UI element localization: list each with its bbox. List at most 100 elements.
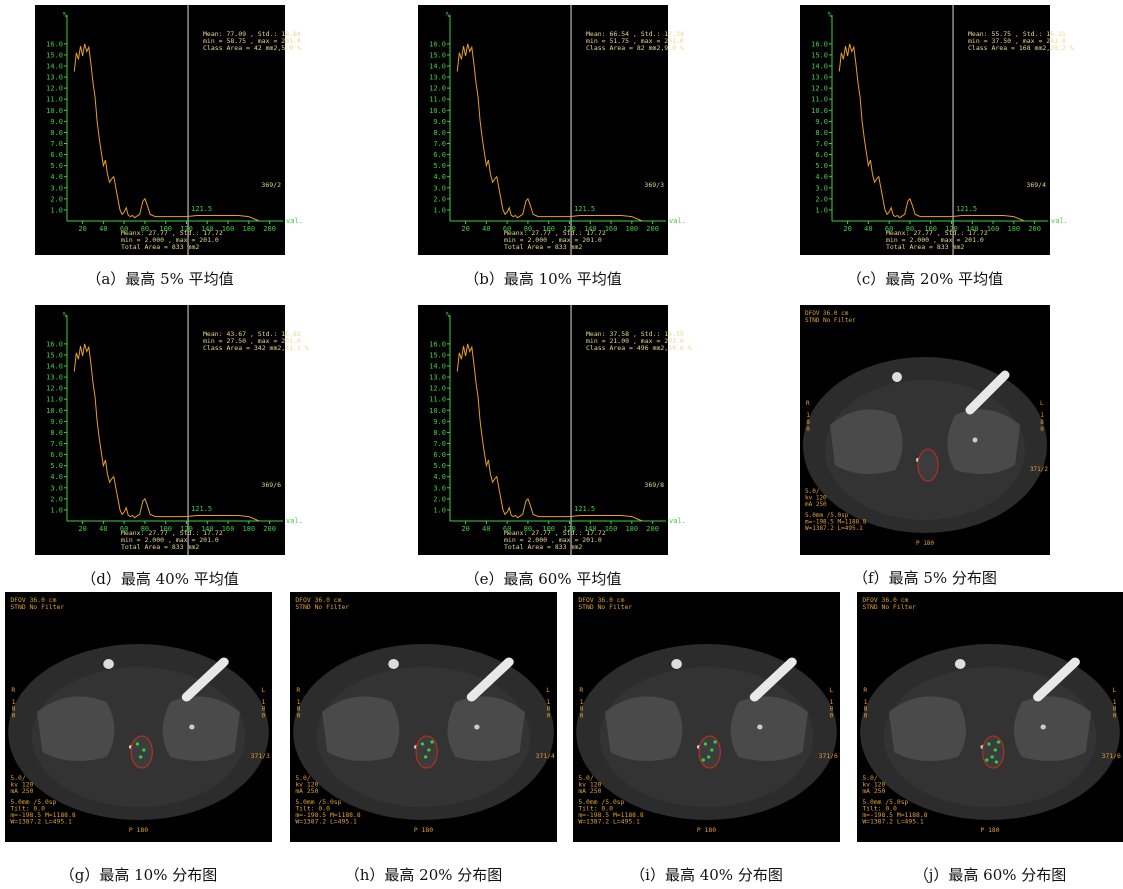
side-number: 180: [1111, 699, 1118, 719]
y-tick-label: 14.0: [46, 63, 63, 71]
overall-stat: Total Area = 833 mm2: [121, 543, 199, 551]
pelvis-right: [948, 409, 1021, 474]
side-number: 180: [295, 699, 302, 719]
x-tick-label: 200: [646, 525, 659, 533]
side-number: 180: [1039, 412, 1046, 433]
y-tick-label: 9.0: [50, 418, 63, 426]
y-tick-label: 16.0: [46, 340, 63, 348]
y-tick-label: 11.0: [46, 96, 63, 104]
y-tick-label: 10.0: [811, 107, 828, 115]
lesion: [699, 736, 720, 768]
bottom-label: P 180: [980, 827, 999, 834]
y-tick-label: 8.0: [50, 429, 63, 437]
y-tick-label: 15.0: [811, 51, 828, 59]
lesion: [918, 449, 938, 481]
y-tick-label: 8.0: [433, 429, 446, 437]
header-text: DFOV 36.0 cm: [805, 310, 849, 317]
histogram-panel: 121.5%val.1.02.03.04.05.06.07.08.09.010.…: [35, 5, 303, 255]
y-tick-label: 14.0: [429, 363, 446, 371]
marker-label: 121.5: [574, 505, 595, 513]
recon-text: W=1387.2 L=495.1: [805, 525, 863, 532]
header-text: STND No Filter: [578, 604, 632, 611]
highlight-spot: [707, 755, 710, 758]
side-number: 180: [862, 699, 869, 719]
caption: （d）最高 40% 平均值: [81, 570, 238, 588]
highlight-spot: [139, 755, 142, 758]
header-text: STND No Filter: [862, 604, 916, 611]
y-tick-label: 13.0: [811, 74, 828, 82]
x-tick-label: 20: [78, 525, 86, 533]
bone-spot: [103, 659, 114, 669]
recon-text: W=1387.2 L=495.1: [10, 819, 72, 826]
y-tick-label: 11.0: [429, 396, 446, 404]
caption: （g）最高 10% 分布图: [60, 866, 217, 884]
caption: （a）最高 5% 平均值: [86, 270, 233, 288]
highlight-spot: [994, 748, 997, 751]
y-tick-label: 15.0: [429, 51, 446, 59]
pelvis-left: [889, 696, 966, 761]
bottom-label: P 180: [129, 827, 149, 834]
y-tick-label: 9.0: [815, 118, 828, 126]
highlight-spot: [713, 740, 716, 743]
marker-label: 121.5: [574, 205, 595, 213]
series-label: 369/4: [1026, 181, 1046, 189]
highlight-spot: [710, 748, 713, 751]
recon-text: W=1387.2 L=495.1: [862, 819, 924, 826]
header-text: DFOV 36.0 cm: [862, 597, 908, 604]
bone-spot: [189, 725, 194, 730]
highlight-spot: [430, 740, 433, 743]
y-tick-label: 6.0: [815, 151, 828, 159]
x-tick-label: 160: [987, 225, 1000, 233]
y-tick-label: 10.0: [429, 107, 446, 115]
y-tick-label: 15.0: [429, 351, 446, 359]
y-tick-label: 1.0: [50, 506, 63, 514]
lesion: [131, 736, 152, 768]
series-label: 371/4: [536, 753, 556, 760]
pelvis-right: [163, 696, 240, 761]
side-label: R: [579, 687, 583, 694]
y-tick-label: 2.0: [433, 495, 446, 503]
y-tick-label: 6.0: [50, 451, 63, 459]
highlight-spot: [424, 755, 427, 758]
series-label: 369/2: [261, 181, 281, 189]
series-label: 371/3: [251, 753, 271, 760]
figure: 121.5%val.1.02.03.04.05.06.07.08.09.010.…: [0, 0, 1123, 889]
y-tick-label: 5.0: [433, 462, 446, 470]
side-label: R: [296, 687, 300, 694]
y-tick-label: 6.0: [433, 151, 446, 159]
histogram-panel: 121.5%val.1.02.03.04.05.06.07.08.09.010.…: [418, 305, 692, 555]
y-tick-label: 12.0: [46, 385, 63, 393]
x-axis-label: val.: [286, 517, 303, 525]
x-tick-label: 20: [843, 225, 851, 233]
y-tick-label: 7.0: [50, 440, 63, 448]
y-tick-label: 2.0: [433, 195, 446, 203]
y-tick-label: 12.0: [46, 85, 63, 93]
x-tick-label: 160: [605, 525, 618, 533]
y-tick-label: 3.0: [433, 184, 446, 192]
caption: （e）最高 60% 平均值: [465, 570, 622, 588]
header-text: DFOV 36.0 cm: [10, 597, 56, 604]
y-tick-label: 1.0: [50, 206, 63, 214]
series-label: 369/8: [644, 481, 664, 489]
x-tick-label: 180: [626, 225, 639, 233]
caption: （c）最高 20% 平均值: [847, 270, 1003, 288]
x-tick-label: 160: [222, 525, 235, 533]
side-label: L: [829, 687, 833, 694]
marker-label: 121.5: [191, 205, 212, 213]
y-tick-label: 5.0: [50, 462, 63, 470]
x-tick-label: 40: [99, 225, 107, 233]
side-label: R: [806, 400, 810, 407]
bone-spot: [388, 659, 399, 669]
histogram-panel: 121.5%val.1.02.03.04.05.06.07.08.09.010.…: [800, 5, 1074, 255]
x-tick-label: 180: [1008, 225, 1021, 233]
y-tick-label: 7.0: [433, 440, 446, 448]
series-label: 369/3: [644, 181, 664, 189]
y-tick-label: 8.0: [50, 129, 63, 137]
recon-text: W=1387.2 L=495.1: [295, 819, 357, 826]
pelvis-right: [1014, 696, 1091, 761]
y-tick-label: 16.0: [429, 340, 446, 348]
side-number: 180: [10, 699, 17, 719]
marker-label: 121.5: [191, 505, 212, 513]
y-tick-label: 13.0: [429, 374, 446, 382]
bottom-label: P 180: [414, 827, 434, 834]
